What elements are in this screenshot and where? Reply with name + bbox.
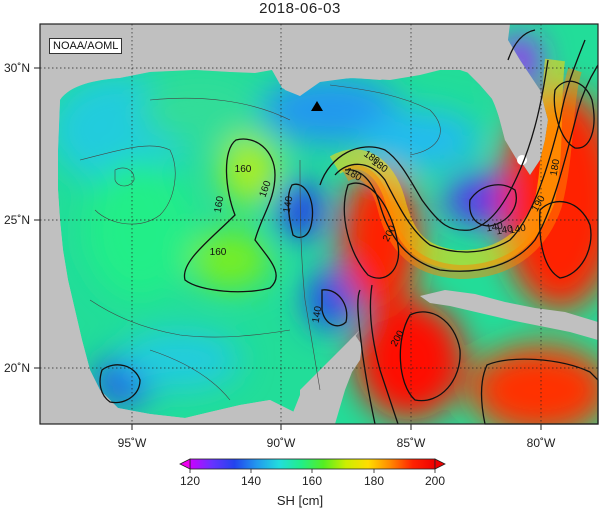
colorbar-high-arrow [434,458,446,470]
colorbar-tick: 120 [180,474,200,488]
map-title: 2018-06-03 [259,0,341,17]
colorbar-low-arrow [179,458,191,470]
credit-label: NOAA/AOML [49,38,123,54]
y-tick-label: 20˚N [4,361,30,375]
x-tick-label: 95˚W [118,436,147,450]
station-marker-icon [311,101,323,111]
colorbar-tick: 180 [364,474,384,488]
contour-label: 140 [495,224,514,238]
contour-label: 140 [485,221,504,235]
y-tick-label: 25˚N [4,213,30,227]
map-frame [39,23,599,425]
landmasses [40,24,598,424]
contour-label: 180 [549,158,563,177]
y-tick-label: 30˚N [4,61,30,75]
contour-label: 140 [311,305,325,324]
colorbar-tick: 140 [241,474,261,488]
contour-label: 160 [210,247,227,258]
colorbar: 120 140 160 180 200 [179,458,446,488]
colorbar-tick: 160 [302,474,322,488]
contour-label: 160 [213,195,227,214]
contour-label: 140 [282,195,296,214]
graticule [40,24,598,424]
contour-label: 140 [508,223,527,237]
sea-height-field [58,24,598,424]
colorbar-label: SH [cm] [276,493,324,508]
contour-lines [79,29,599,425]
colorbar-tick: 200 [425,474,445,488]
x-tick-label: 85˚W [397,436,426,450]
contour-label: 160 [235,164,252,175]
x-tick-label: 90˚W [267,436,296,450]
x-tick-label: 80˚W [527,436,556,450]
axis-ticks [34,67,542,430]
